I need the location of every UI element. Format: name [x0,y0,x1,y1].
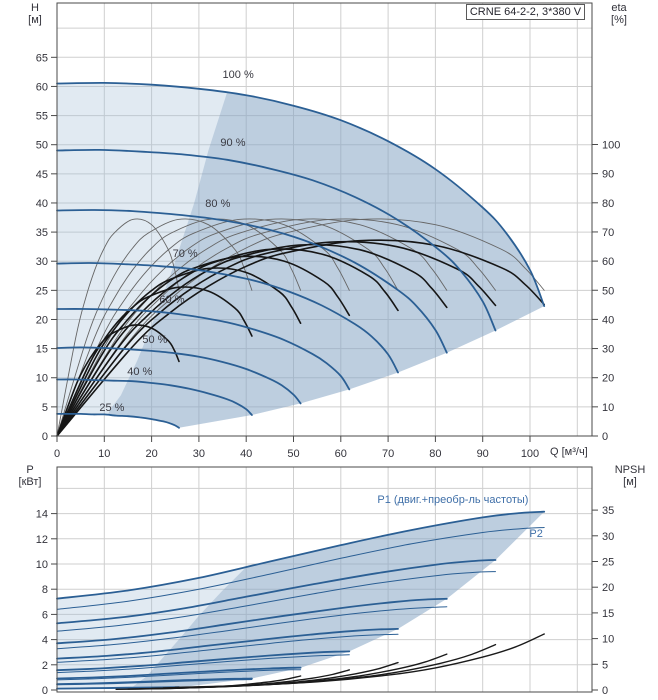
tick-label: 6 [42,609,48,621]
tick-label: 60 [602,256,614,268]
tick-label: 0 [602,685,608,697]
axis-label-npsh-symbol: NPSH [614,464,646,476]
efficiency-total-curves [56,239,545,437]
p1-curve-label: P1 (двиг.+преобр-ль частоты) [377,493,529,506]
tick-label: 80 [429,448,441,460]
top-chart-border [56,2,593,437]
bottom-chart-border [56,466,593,693]
tick-label: 90 [477,448,489,460]
top-operating-region [57,82,545,428]
tick-label: 8 [42,584,48,596]
axis-label-power-symbol: P [26,464,34,476]
tick-label: 60 [36,81,48,93]
axis-label-power: P [кВт] [8,464,52,488]
speed-label-80: 80 % [205,198,231,211]
tick-label: 20 [36,314,48,326]
tick-label: 40 [240,448,252,460]
tick-label: 10 [602,634,614,646]
top-chart-grid [56,3,592,436]
axis-label-eta-unit: [%] [611,14,627,26]
tick-label: 35 [602,505,614,517]
tick-label: 0 [54,448,60,460]
tick-label: 10 [36,373,48,385]
tick-label: 55 [36,111,48,123]
tick-label: 50 [287,448,299,460]
tick-label: 65 [36,52,48,64]
tick-label: 5 [42,402,48,414]
tick-label: 0 [602,431,608,443]
tick-label: 30 [36,256,48,268]
power-p1-curves [56,510,546,690]
speed-label-100: 100 % [222,68,254,81]
bottom-operating-region [57,511,545,689]
tick-label: 40 [602,314,614,326]
tick-label: 0 [42,431,48,443]
tick-label: 20 [602,373,614,385]
axis-label-head-unit: [м] [28,14,42,26]
speed-label-50: 50 % [142,333,168,346]
tick-label: 20 [145,448,157,460]
tick-label: 30 [193,448,205,460]
power-p2-curves [56,527,545,690]
axis-label-eta: eta [%] [598,2,640,26]
tick-label: 80 [602,198,614,210]
axis-label-npsh: NPSH [м] [604,464,656,488]
tick-label: 15 [602,608,614,620]
axis-label-head-symbol: H [31,2,39,14]
tick-label: 14 [36,509,48,521]
speed-label-60: 60 % [159,294,185,307]
tick-label: 25 [602,557,614,569]
tick-label: 45 [36,169,48,181]
tick-label: 40 [36,198,48,210]
tick-label: 100 [602,140,620,152]
tick-label: 70 [382,448,394,460]
tick-label: 25 [36,285,48,297]
tick-label: 60 [335,448,347,460]
speed-label-40: 40 % [127,365,153,378]
tick-label: 90 [602,169,614,181]
axis-label-eta-symbol: eta [611,2,627,14]
speed-label-25: 25 % [99,402,125,415]
bottom-chart-ticks: 0 2 4 6 8 10 12 14 0 5 10 15 20 25 30 35 [36,505,615,697]
tick-label: 30 [602,531,614,543]
pump-model-badge: CRNE 64-2-2, 3*380 V [466,4,585,20]
tick-label: 35 [36,227,48,239]
tick-label: 10 [36,559,48,571]
tick-label: 5 [602,659,608,671]
tick-label: 20 [602,582,614,594]
tick-label: 10 [602,402,614,414]
tick-label: 50 [602,285,614,297]
speed-label-90: 90 % [220,136,246,149]
tick-label: 30 [602,344,614,356]
tick-label: 2 [42,660,48,672]
axis-label-npsh-unit: [м] [623,476,637,488]
tick-label: 0 [42,685,48,697]
tick-label: 12 [36,534,48,546]
axis-label-head: H [м] [16,2,54,26]
top-chart-ticks: 0 5 10 15 20 25 30 35 40 45 50 55 60 65 0 10 20 30 40 50 60 7… [36,52,621,460]
axis-label-flow: Q [м³/ч] [550,446,588,458]
tick-label: 4 [42,635,48,647]
tick-label: 70 [602,227,614,239]
tick-label: 15 [36,344,48,356]
qh-speed-curves [56,81,546,429]
p2-curve-label: P2 [529,527,543,540]
npsh-curves [115,633,545,690]
tick-label: 100 [521,448,539,460]
axis-label-power-unit: [кВт] [18,476,42,488]
tick-label: 50 [36,140,48,152]
tick-label: 10 [98,448,110,460]
speed-label-70: 70 % [172,248,198,261]
